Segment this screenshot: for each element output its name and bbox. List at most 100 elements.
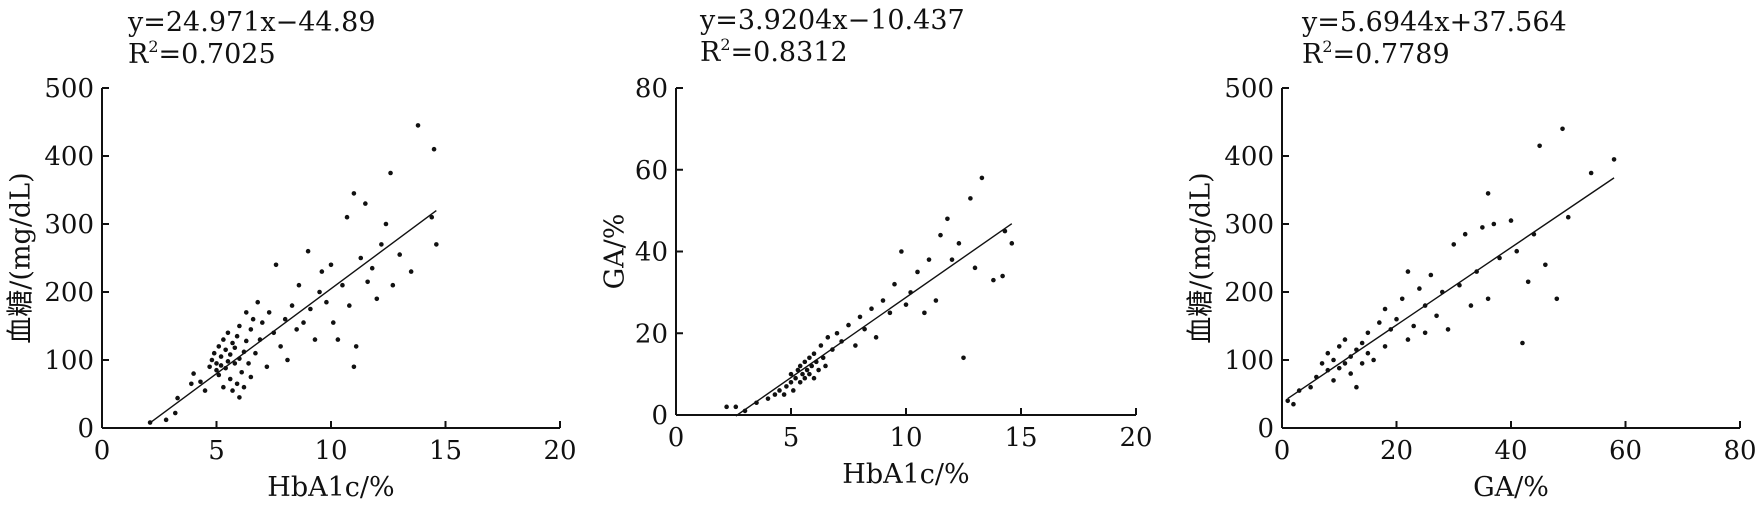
data-point — [340, 282, 345, 288]
data-point — [1331, 357, 1336, 363]
data-point — [319, 269, 325, 274]
r-squared-label: R2=0.7789 — [1302, 37, 1450, 70]
y-axis-title: GA/% — [600, 214, 631, 290]
regression-equation: y=3.9204x−10.437 — [699, 5, 965, 36]
data-point — [1399, 296, 1405, 302]
data-point — [1405, 269, 1411, 274]
data-point — [230, 340, 235, 346]
data-point — [1514, 248, 1520, 254]
x-tick-label: 80 — [1723, 436, 1756, 466]
data-point — [892, 281, 897, 287]
data-point — [784, 384, 789, 389]
data-point — [1354, 384, 1359, 390]
data-point — [991, 277, 996, 283]
y-tick-label: 200 — [1224, 278, 1274, 308]
data-point — [1543, 262, 1548, 268]
data-point — [301, 320, 306, 325]
data-point — [1428, 272, 1434, 278]
data-point — [294, 327, 299, 332]
data-point — [956, 241, 962, 246]
data-point — [296, 282, 302, 288]
data-point — [1348, 371, 1353, 376]
data-point — [388, 170, 393, 176]
data-point — [1382, 344, 1388, 349]
data-point — [1377, 320, 1382, 325]
data-point — [1382, 306, 1388, 312]
data-point — [278, 344, 283, 349]
regression-equation: y=24.971x−44.89 — [127, 7, 376, 38]
data-point — [1474, 269, 1479, 274]
data-point — [1411, 323, 1416, 329]
data-point — [248, 374, 254, 380]
data-point — [1565, 214, 1571, 220]
x-tick-label: 15 — [429, 436, 462, 466]
data-point — [899, 249, 904, 254]
data-point — [214, 367, 219, 373]
data-point — [221, 384, 226, 390]
data-point — [379, 242, 384, 247]
data-point — [223, 365, 228, 371]
data-point — [823, 363, 828, 369]
scatter-points — [147, 123, 439, 425]
data-point — [347, 303, 352, 308]
y-axis-title: 血糖/(mg/dL) — [6, 172, 37, 343]
data-point — [1445, 327, 1451, 332]
data-point — [198, 379, 203, 385]
data-point — [938, 232, 943, 238]
data-point — [1296, 388, 1302, 393]
data-point — [260, 320, 265, 325]
data-point — [1325, 350, 1331, 356]
x-tick-label: 20 — [1380, 436, 1413, 466]
data-point — [397, 252, 403, 257]
data-point — [765, 396, 771, 401]
data-point — [887, 310, 893, 316]
data-point — [390, 282, 396, 288]
x-tick-label: 20 — [543, 436, 576, 466]
data-point — [1331, 378, 1336, 383]
data-point — [754, 400, 759, 406]
x-tick-label: 15 — [1004, 423, 1037, 453]
y-tick-label: 200 — [44, 278, 94, 308]
data-point — [1336, 365, 1342, 371]
data-point — [1497, 255, 1502, 261]
data-point — [1342, 361, 1348, 366]
data-point — [1002, 228, 1008, 234]
x-axis-title: HbA1c/% — [842, 459, 969, 490]
data-point — [857, 314, 863, 320]
data-point — [781, 392, 787, 397]
data-point — [1462, 231, 1468, 237]
data-point — [351, 364, 357, 370]
x-tick-label: 0 — [1274, 436, 1291, 466]
y-tick-label: 500 — [1224, 74, 1274, 104]
data-point — [243, 310, 249, 315]
data-point — [264, 364, 270, 370]
data-point — [795, 367, 801, 373]
data-point — [873, 335, 879, 340]
data-point — [933, 298, 939, 303]
data-point — [353, 344, 359, 349]
data-point — [328, 262, 334, 268]
axes — [675, 88, 1136, 416]
chart-panel-blood-glucose-vs-hba1c: y=24.971x−44.89 R2=0.7025 0 5 10 15 20010020… — [6, 7, 577, 503]
y-tick-label: 400 — [1224, 142, 1274, 172]
data-point — [1000, 273, 1005, 279]
data-point — [1611, 157, 1617, 162]
data-point — [968, 196, 973, 201]
data-point — [807, 355, 812, 361]
data-point — [814, 359, 819, 365]
data-point — [1319, 361, 1325, 366]
data-point — [308, 306, 313, 312]
data-point — [804, 367, 810, 373]
data-point — [305, 248, 311, 254]
data-point — [369, 265, 375, 271]
data-point — [1365, 330, 1371, 336]
data-point — [431, 146, 437, 152]
data-point — [250, 316, 256, 322]
y-tick-label: 500 — [44, 74, 94, 104]
data-point — [809, 363, 814, 369]
data-point — [797, 380, 803, 385]
x-tick-label: 20 — [1119, 423, 1152, 453]
data-point — [961, 355, 966, 361]
data-point — [908, 290, 913, 295]
